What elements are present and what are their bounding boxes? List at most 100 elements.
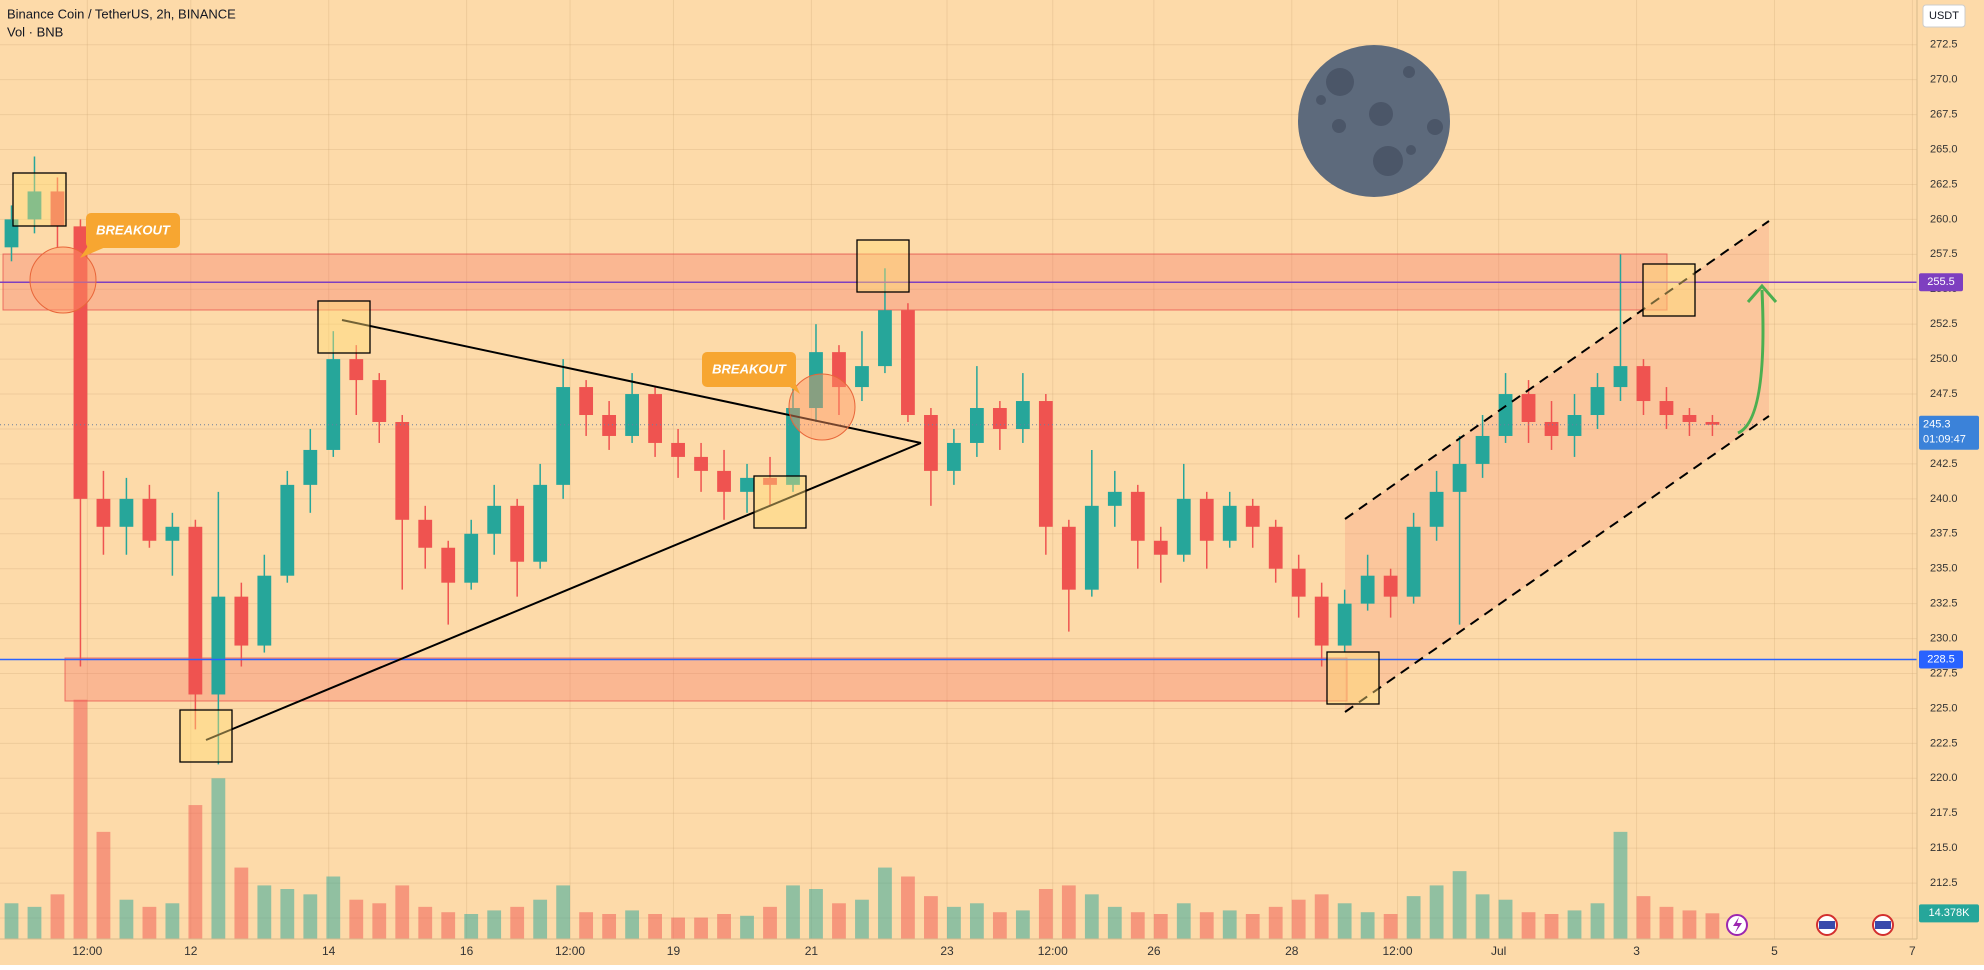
boxes xyxy=(12,172,1696,763)
volume-bar xyxy=(395,885,410,939)
volume-bar xyxy=(418,906,433,939)
candle-body xyxy=(349,359,364,381)
last-price: 245.3 xyxy=(1923,419,1951,431)
volume-bar xyxy=(1015,910,1030,939)
x-tick-label: 5 xyxy=(1771,944,1778,958)
candle-body xyxy=(73,226,88,499)
volume-bar xyxy=(1360,912,1375,939)
volume-bar xyxy=(947,906,961,939)
candle-body xyxy=(1705,421,1720,425)
box xyxy=(1642,263,1696,317)
volume-bar xyxy=(1475,894,1490,939)
volume-bar xyxy=(1590,903,1605,939)
volume-bar xyxy=(1291,899,1306,939)
volume-bar xyxy=(648,914,662,939)
volume-bar xyxy=(533,899,548,939)
candle-body xyxy=(1498,394,1513,436)
volume-bar xyxy=(464,914,479,939)
volume-bar xyxy=(992,912,1007,939)
volume-bar xyxy=(1084,894,1099,939)
volume-bar xyxy=(556,885,571,939)
arrow xyxy=(1737,289,1765,435)
candle-body xyxy=(1291,568,1306,597)
price-label-bg xyxy=(1919,273,1963,292)
price-label: 255.5 xyxy=(1927,276,1955,288)
box xyxy=(317,300,371,354)
candle-body xyxy=(763,477,777,485)
candle-body xyxy=(1567,415,1582,436)
volume-bar xyxy=(441,912,456,939)
candle-body xyxy=(1636,366,1651,402)
volume-bar xyxy=(763,906,777,939)
x-tick-label: 19 xyxy=(667,944,681,958)
arrow-head xyxy=(1746,283,1778,303)
candle-body xyxy=(1682,415,1697,422)
volume-bar xyxy=(1567,910,1582,939)
x-tick-label: 12:00 xyxy=(1038,944,1068,958)
candle-body xyxy=(1107,491,1122,506)
drawings xyxy=(205,220,1770,741)
candle-body xyxy=(27,191,42,220)
candle-body xyxy=(556,387,571,485)
volume-bar xyxy=(1383,914,1398,939)
volume-bar xyxy=(1429,885,1444,939)
candle-body xyxy=(1015,401,1030,429)
candle-body xyxy=(625,394,639,436)
breakout-circle xyxy=(788,373,856,441)
volume-bar xyxy=(4,903,19,939)
volume-bar xyxy=(1245,914,1260,939)
candle-body xyxy=(1153,540,1168,555)
volume-title: Vol · BNB xyxy=(7,24,63,39)
y-tick-label: 267.5 xyxy=(1930,108,1958,120)
volume-bar xyxy=(740,915,754,939)
x-tick-label: 3 xyxy=(1633,944,1640,958)
volume-bar xyxy=(671,917,685,939)
candle-body xyxy=(1590,387,1605,416)
candle-body xyxy=(165,526,180,541)
last-price-bg xyxy=(1919,415,1979,450)
y-tick-label: 222.5 xyxy=(1930,737,1958,749)
volume-bar xyxy=(257,885,272,939)
annotation: BREAKOUT xyxy=(712,361,787,376)
candle-body xyxy=(969,408,984,443)
x-tick-label: 21 xyxy=(805,944,819,958)
volume-bar xyxy=(717,914,731,939)
candle-body xyxy=(717,470,731,492)
candle-body xyxy=(326,359,341,450)
volume-bar xyxy=(625,910,639,939)
y-tick-label: 265.0 xyxy=(1930,143,1958,155)
volume-bar xyxy=(119,899,134,939)
volume-bar xyxy=(1199,912,1214,939)
x-tick-label: 16 xyxy=(460,944,474,958)
candle-body xyxy=(487,505,502,534)
volume-bar xyxy=(786,885,800,939)
box xyxy=(856,239,910,293)
candle-body xyxy=(671,442,685,457)
y-tick-label: 235.0 xyxy=(1930,563,1958,575)
volume-bar xyxy=(1038,889,1053,939)
candle-body xyxy=(602,415,617,436)
candle-body xyxy=(533,484,548,562)
x-tick-label: 12:00 xyxy=(555,944,585,958)
triangle-line xyxy=(205,442,922,741)
x-tick-label: 7 xyxy=(1909,944,1916,958)
y-tick-label: 225.0 xyxy=(1930,702,1958,714)
y-tick-label: 242.5 xyxy=(1930,458,1958,470)
candle-body xyxy=(740,477,754,492)
candle-body xyxy=(1176,498,1191,555)
price-axis xyxy=(1917,0,1984,965)
y-tick-label: 227.5 xyxy=(1930,667,1958,679)
candle-body xyxy=(1061,526,1076,590)
candle-body xyxy=(1521,394,1536,422)
candle-body xyxy=(395,421,410,520)
countdown: 01:09:47 xyxy=(1923,434,1966,446)
currency-button[interactable] xyxy=(1922,4,1966,28)
volume-bar xyxy=(234,867,249,939)
volume-bar xyxy=(969,903,984,939)
volume-bar xyxy=(372,903,387,939)
candle-body xyxy=(992,408,1007,429)
volume-bar xyxy=(901,876,915,939)
box xyxy=(179,709,233,763)
candle-body xyxy=(464,533,479,583)
volume-bar xyxy=(1682,910,1697,939)
